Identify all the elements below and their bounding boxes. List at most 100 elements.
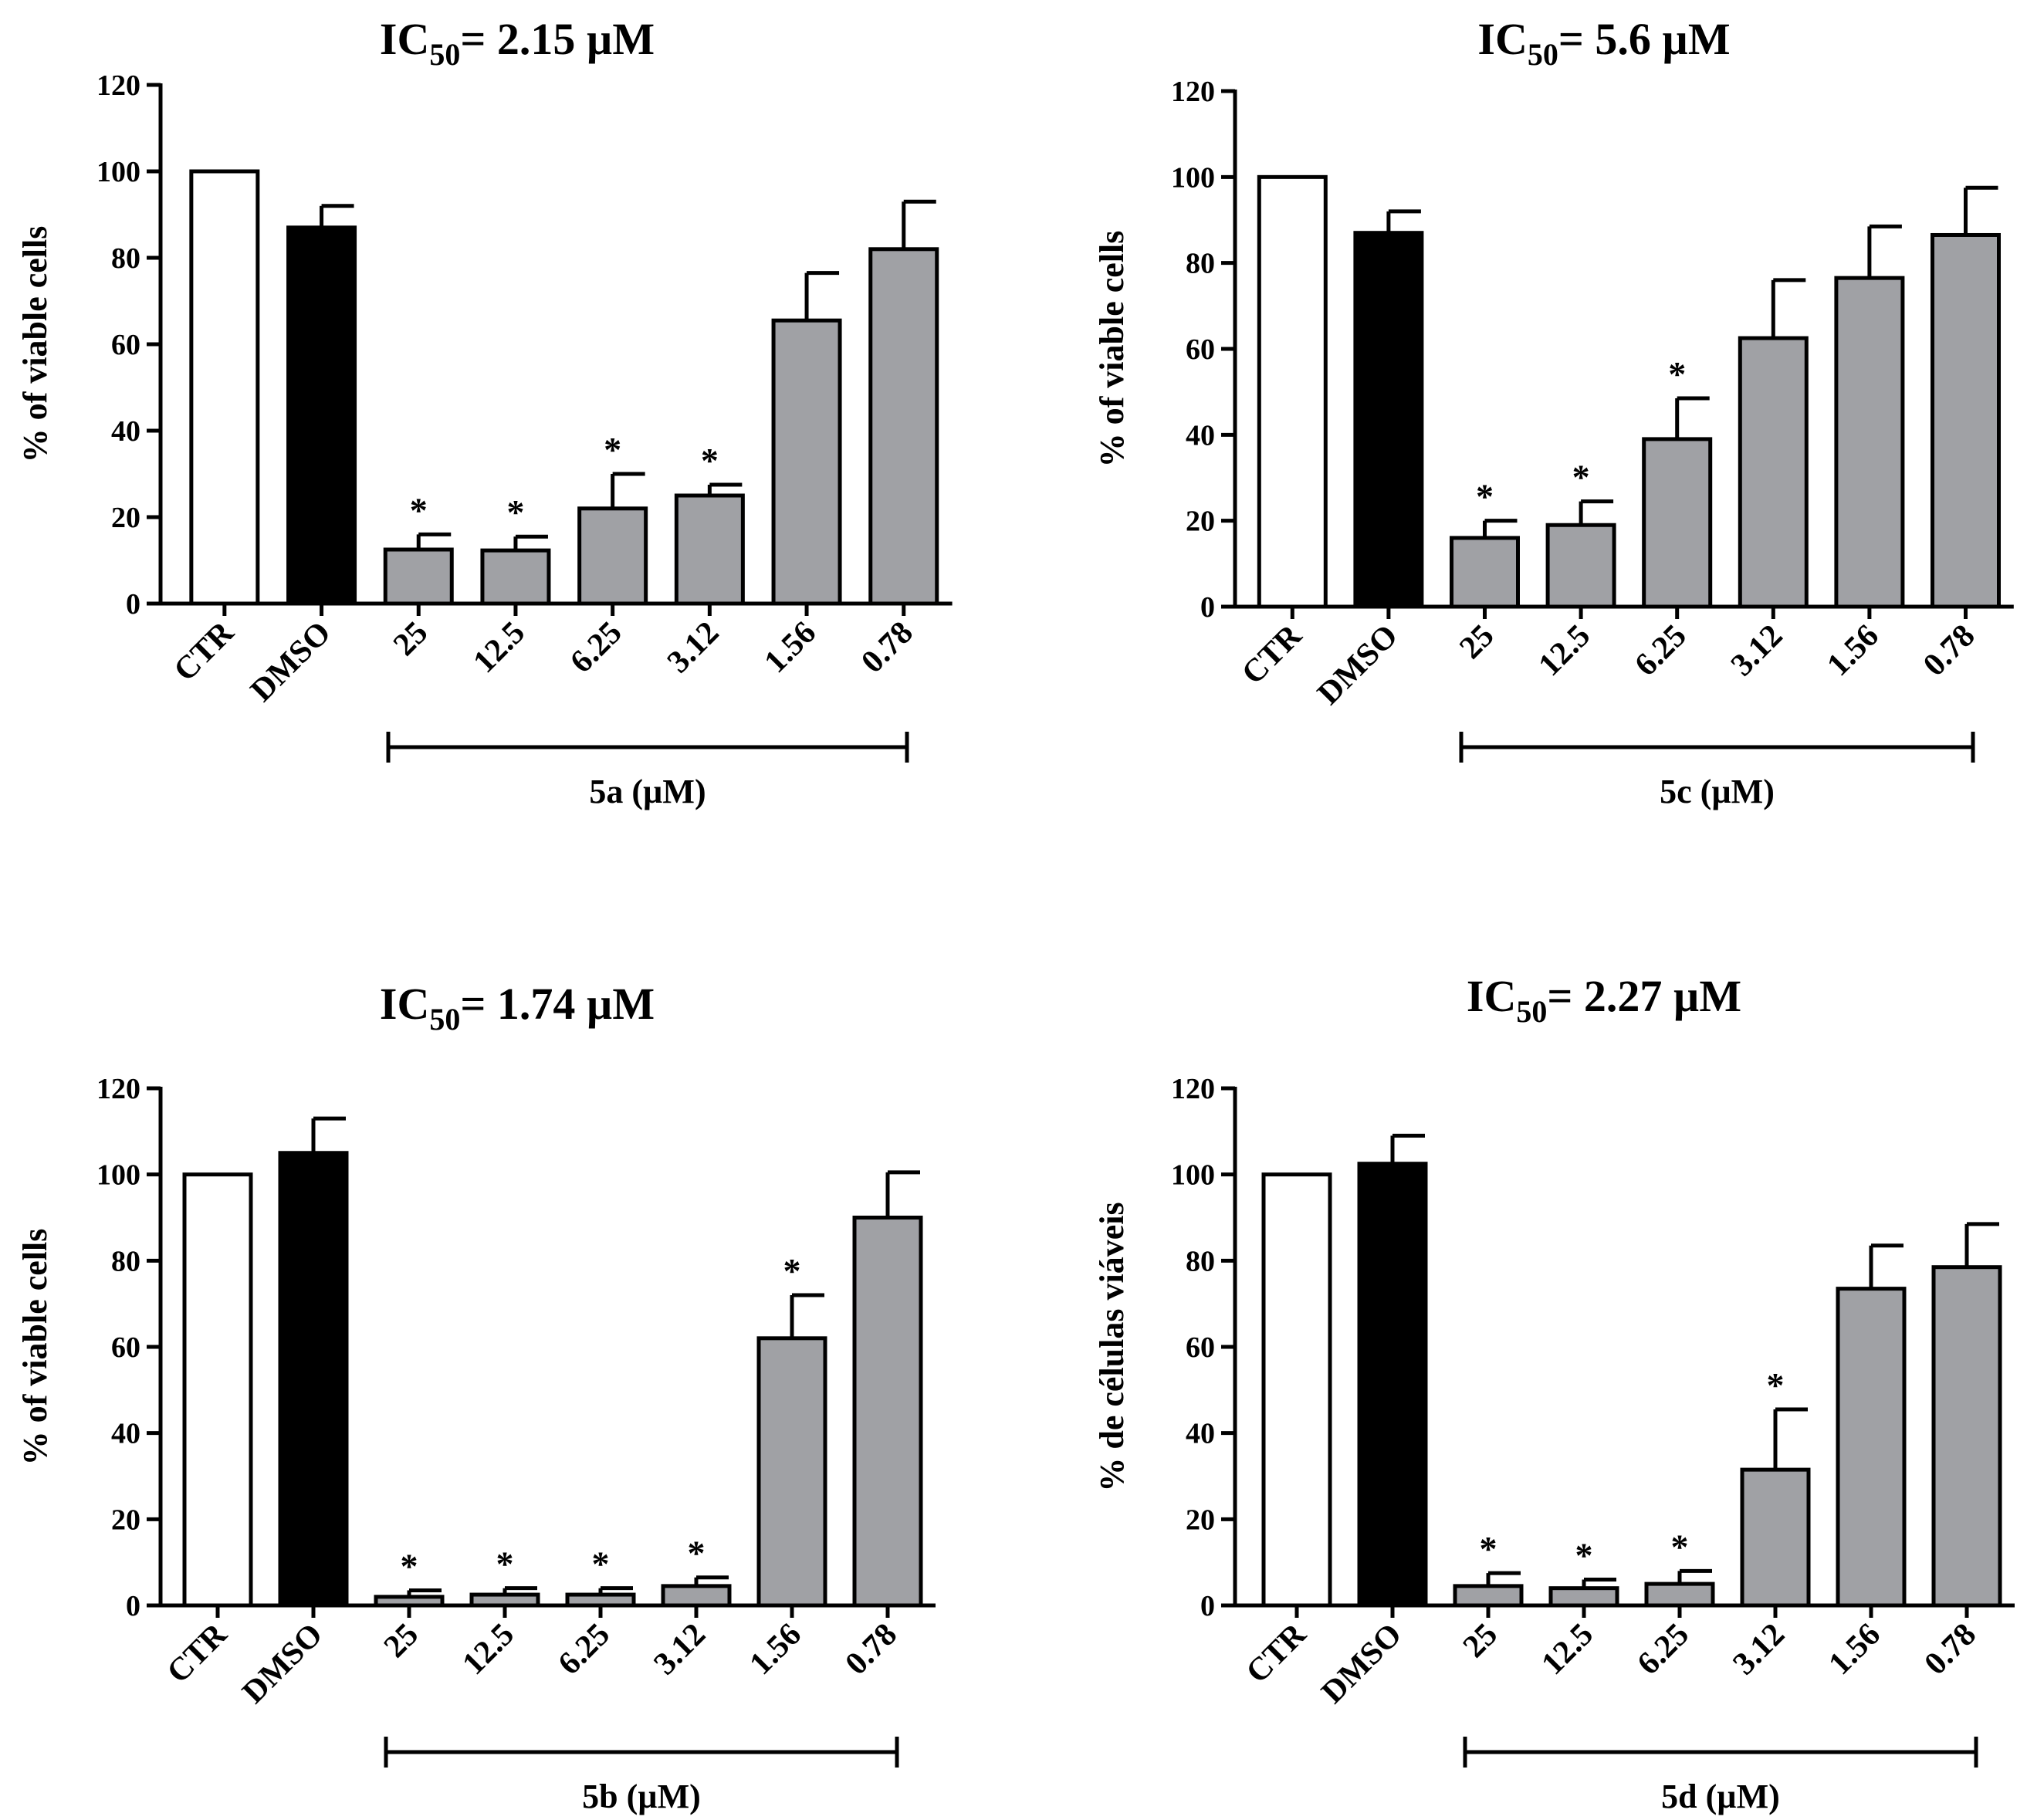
x-axis-label: 5b (µM) <box>582 1778 701 1815</box>
x-tick-label: DMSO <box>235 1617 330 1711</box>
bar-1.56 <box>1836 1287 1907 1608</box>
y-tick-label: 120 <box>96 1073 140 1105</box>
significance-marker: * <box>604 430 621 469</box>
y-tick-label: 20 <box>1186 1504 1215 1536</box>
y-tick-label: 80 <box>1186 248 1215 280</box>
y-tick-label: 40 <box>111 1418 140 1450</box>
y-axis-label: % of viable cells <box>1093 231 1131 468</box>
significance-marker: * <box>1480 1529 1497 1568</box>
x-tick-label: 12.5 <box>456 1617 521 1682</box>
bar-DMSO <box>278 1151 349 1608</box>
x-axis-label: 5a (µM) <box>589 773 706 810</box>
bar-0.78 <box>1931 232 2001 609</box>
bar-25 <box>374 1595 445 1608</box>
y-tick-label: 40 <box>1186 1418 1215 1450</box>
bar-1.56 <box>1834 276 1905 609</box>
bar-3.12 <box>661 1584 732 1608</box>
bar-3.12 <box>1738 336 1809 609</box>
bar-6.25 <box>577 506 648 606</box>
x-tick-label: 25 <box>387 615 435 663</box>
x-tick-label: CTR <box>1235 617 1309 692</box>
bar-6.25 <box>565 1592 636 1608</box>
chart-title: IC50= 1.74 µM <box>380 979 655 1037</box>
x-tick-label: 12.5 <box>1535 1617 1600 1682</box>
x-tick-label: 1.56 <box>1820 618 1885 683</box>
bar-1.56 <box>756 1336 827 1608</box>
x-tick-label: 0.78 <box>1918 1617 1983 1682</box>
bar-3.12 <box>1740 1467 1811 1608</box>
bar-12.5 <box>469 1592 540 1608</box>
y-tick-label: 100 <box>96 156 140 188</box>
bar-12.5 <box>1545 523 1616 609</box>
y-tick-label: 40 <box>1186 419 1215 452</box>
x-tick-label: 0.78 <box>839 1617 904 1682</box>
chart-panel-5b: IC50= 1.74 µM 0 20 40 60 80 100 120 % of viable … <box>16 979 936 1815</box>
bar-25 <box>383 547 454 606</box>
x-tick-label: 6.25 <box>552 1617 617 1682</box>
bar-CTR <box>182 1172 253 1608</box>
x-tick-label: DMSO <box>1315 1617 1409 1711</box>
significance-marker: * <box>401 1546 418 1585</box>
significance-marker: * <box>592 1544 610 1584</box>
bar-12.5 <box>480 548 551 606</box>
x-tick-label: CTR <box>168 614 242 688</box>
y-tick-label: 100 <box>1171 161 1215 194</box>
bar-0.78 <box>1931 1265 2002 1608</box>
significance-marker: * <box>701 441 719 480</box>
x-tick-label: 3.12 <box>648 1617 712 1682</box>
y-tick-label: 60 <box>111 1331 140 1364</box>
chart-panel-5c: IC50= 5.6 µM 0 20 40 60 80 100 120 % of viable c… <box>1093 14 2014 810</box>
x-tick-label: 0.78 <box>854 615 919 680</box>
y-tick-label: 20 <box>111 1504 140 1536</box>
bar-6.25 <box>1642 437 1713 609</box>
y-tick-label: 80 <box>1186 1245 1215 1277</box>
x-tick-label: 3.12 <box>661 615 726 680</box>
significance-marker: * <box>496 1544 514 1584</box>
significance-marker: * <box>410 490 428 529</box>
y-tick-label: 120 <box>96 69 140 102</box>
y-tick-label: 0 <box>1200 1590 1215 1622</box>
chart-title: IC50= 2.15 µM <box>380 14 655 72</box>
x-axis-label: 5c (µM) <box>1660 773 1775 810</box>
bar-3.12 <box>674 493 745 606</box>
y-tick-label: 60 <box>1186 1331 1215 1364</box>
x-tick-label: 12.5 <box>467 615 532 680</box>
y-axis-label: % of viable cells <box>16 226 54 463</box>
y-tick-label: 60 <box>111 329 140 361</box>
y-tick-label: 20 <box>1186 506 1215 538</box>
y-tick-label: 100 <box>96 1159 140 1192</box>
bar-DMSO <box>1357 1162 1428 1608</box>
significance-marker: * <box>1575 1536 1593 1575</box>
x-tick-label: 25 <box>1453 618 1501 666</box>
y-tick-label: 120 <box>1171 1073 1215 1105</box>
x-tick-label: 3.12 <box>1727 1617 1792 1682</box>
bar-12.5 <box>1548 1586 1619 1608</box>
chart-title: IC50= 2.27 µM <box>1467 971 1741 1029</box>
x-axis-label: 5d (µM) <box>1661 1778 1780 1815</box>
y-tick-label: 0 <box>126 588 140 621</box>
significance-marker: * <box>1767 1365 1785 1405</box>
bar-25 <box>1450 536 1520 609</box>
y-tick-label: 0 <box>1200 591 1215 624</box>
x-tick-label: 6.25 <box>563 615 628 680</box>
bar-1.56 <box>771 318 842 606</box>
significance-marker: * <box>688 1534 706 1573</box>
bar-0.78 <box>868 247 939 606</box>
x-tick-label: DMSO <box>1311 618 1405 712</box>
y-tick-label: 20 <box>111 502 140 534</box>
x-tick-label: 25 <box>1457 1617 1504 1665</box>
y-tick-label: 0 <box>126 1590 140 1622</box>
bar-CTR <box>189 169 260 606</box>
bar-25 <box>1453 1584 1524 1608</box>
y-axis-label: % of viable cells <box>16 1229 54 1466</box>
x-tick-label: 12.5 <box>1532 618 1597 683</box>
y-tick-label: 40 <box>111 415 140 448</box>
bar-DMSO <box>286 225 357 606</box>
bar-CTR <box>1261 1172 1332 1608</box>
x-tick-label: 25 <box>377 1617 425 1665</box>
y-tick-label: 80 <box>111 1245 140 1277</box>
x-tick-label: 3.12 <box>1724 618 1789 683</box>
x-tick-label: 6.25 <box>1628 618 1693 683</box>
bar-6.25 <box>1644 1582 1715 1608</box>
bar-CTR <box>1257 174 1328 609</box>
